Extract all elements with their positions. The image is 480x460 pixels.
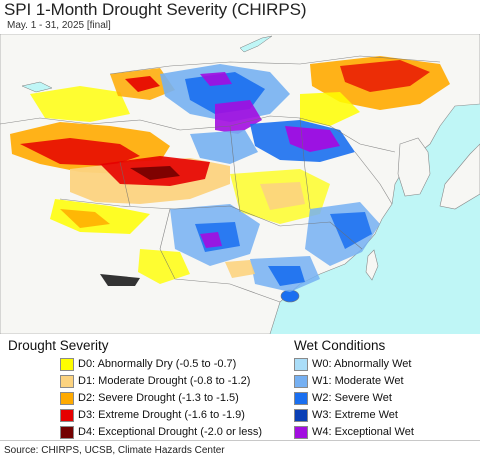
legend-swatch-w1 — [294, 374, 308, 388]
legend-swatch-d3 — [60, 408, 74, 422]
map-title: SPI 1-Month Drought Severity (CHIRPS) — [4, 0, 307, 19]
map-subtitle: May. 1 - 31, 2025 [final] — [7, 20, 111, 31]
legend-item-d0: D0: Abnormally Dry (-0.5 to -0.7) — [60, 356, 236, 372]
legend-swatch-d0 — [60, 357, 74, 371]
legend-swatch-d1 — [60, 374, 74, 388]
lake-baikal — [239, 35, 273, 53]
legend-swatch-d2 — [60, 391, 74, 405]
wet-legend-title: Wet Conditions — [294, 338, 386, 353]
source-credit: Source: CHIRPS, UCSB, Climate Hazards Ce… — [4, 445, 225, 456]
drought-map — [0, 34, 480, 334]
legend-item-w2: W2: Severe Wet — [294, 390, 392, 406]
japan — [439, 143, 480, 210]
legend-item-d3: D3: Extreme Drought (-1.6 to -1.9) — [60, 407, 245, 423]
legend-label-w4: W4: Exceptional Wet — [312, 426, 414, 438]
legend-label-w2: W2: Severe Wet — [312, 392, 392, 404]
legend-label-d0: D0: Abnormally Dry (-0.5 to -0.7) — [78, 358, 237, 370]
lake-balkhash — [21, 81, 53, 93]
legend-label-d1: D1: Moderate Drought (-0.8 to -1.2) — [78, 375, 251, 387]
legend-swatch-w2 — [294, 391, 308, 405]
boundaries — [0, 55, 441, 303]
korea — [397, 137, 431, 197]
drought-legend-title: Drought Severity — [8, 338, 109, 353]
legend-label-w1: W1: Moderate Wet — [312, 375, 404, 387]
legend-label-w0: W0: Abnormally Wet — [312, 358, 412, 370]
footer: Source: CHIRPS, UCSB, Climate Hazards Ce… — [0, 440, 480, 460]
legend-swatch-w4 — [294, 425, 308, 439]
taiwan — [365, 249, 379, 281]
legend-swatch-d4 — [60, 425, 74, 439]
legend-label-d4: D4: Exceptional Drought (-2.0 or less) — [78, 426, 263, 438]
legend-item-w4: W4: Exceptional Wet — [294, 424, 414, 440]
legend-item-w1: W1: Moderate Wet — [294, 373, 404, 389]
legend-swatch-w3 — [294, 408, 308, 422]
legend-item-d2: D2: Severe Drought (-1.3 to -1.5) — [60, 390, 239, 406]
legend-item-w0: W0: Abnormally Wet — [294, 356, 411, 372]
legend-item-w3: W3: Extreme Wet — [294, 407, 398, 423]
legend-item-d1: D1: Moderate Drought (-0.8 to -1.2) — [60, 373, 250, 389]
legend-item-d4: D4: Exceptional Drought (-2.0 or less) — [60, 424, 262, 440]
legend-label-w3: W3: Extreme Wet — [312, 409, 398, 421]
legend-label-d3: D3: Extreme Drought (-1.6 to -1.9) — [78, 409, 245, 421]
legend-swatch-w0 — [294, 357, 308, 371]
legend-label-d2: D2: Severe Drought (-1.3 to -1.5) — [78, 392, 239, 404]
